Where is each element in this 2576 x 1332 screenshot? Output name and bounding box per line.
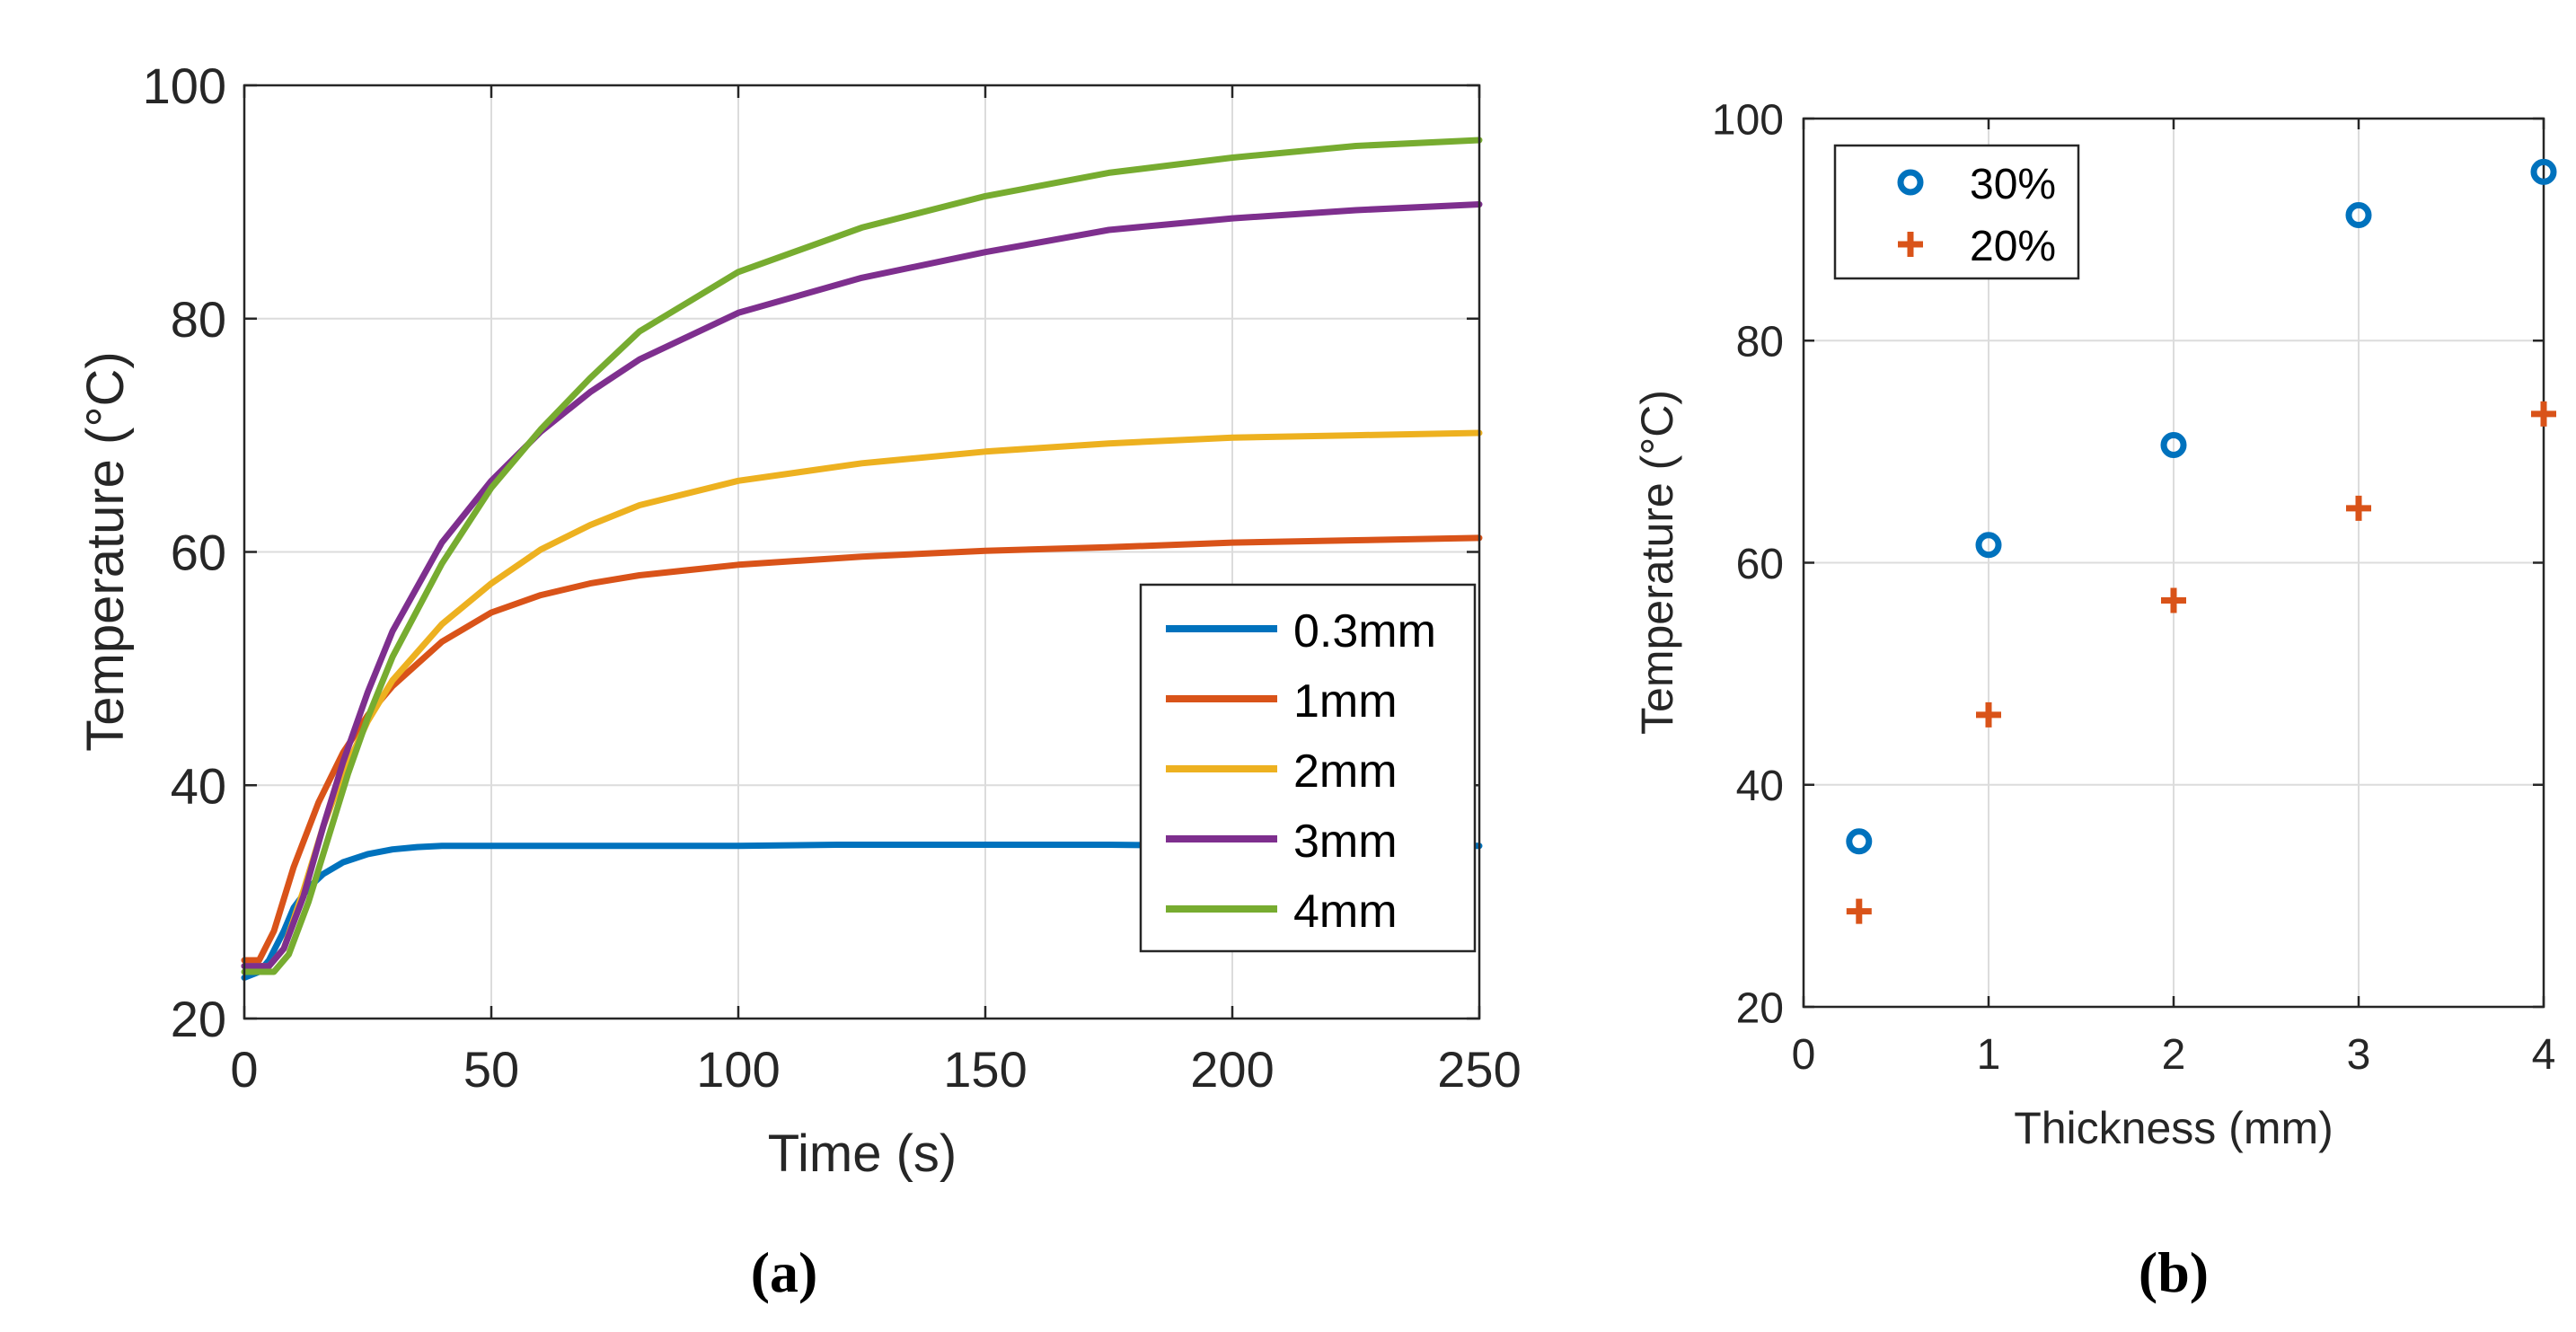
legend-label-4mm: 4mm bbox=[1293, 886, 1398, 938]
panel-b-legend: 30% 20% bbox=[1833, 144, 2080, 280]
x-tick-label: 1 bbox=[1977, 1031, 2001, 1079]
y-tick-label: 100 bbox=[143, 57, 226, 114]
y-tick-label: 20 bbox=[171, 991, 226, 1047]
data-point-circle-30% bbox=[1975, 532, 2002, 559]
series-line-0.3mm bbox=[241, 842, 1483, 981]
y-tick-label: 80 bbox=[171, 291, 226, 348]
x-tick-label: 100 bbox=[696, 1041, 780, 1098]
legend-item-4mm: 4mm bbox=[1166, 886, 1398, 938]
panel-b-tick-marks bbox=[1802, 117, 2545, 1009]
panel-a-time-series-chart: 0 50 100 150 200 250 20 40 60 80 100 Time (s) Tem… bbox=[76, 57, 1522, 1304]
data-point-plus-20% bbox=[1976, 701, 2001, 728]
legend-item-2mm: 2mm bbox=[1166, 745, 1398, 798]
legend-item-3mm: 3mm bbox=[1166, 816, 1398, 868]
panel-a-tick-marks bbox=[243, 84, 1481, 1020]
panel-a-x-axis-label: Time (s) bbox=[768, 1125, 957, 1183]
legend-label-30pct: 30% bbox=[1970, 161, 2056, 208]
y-tick-label: 80 bbox=[1736, 319, 1784, 366]
panel-b-y-tick-labels: 20 40 60 80 100 bbox=[1712, 96, 1784, 1032]
data-point-circle-30% bbox=[2530, 158, 2557, 185]
x-tick-label: 4 bbox=[2532, 1031, 2556, 1079]
legend-label-0.3mm: 0.3mm bbox=[1293, 605, 1436, 657]
panel-b-caption: (b) bbox=[2139, 1240, 2209, 1304]
y-tick-label: 20 bbox=[1736, 984, 1784, 1032]
legend-marker-circle-30pct bbox=[1897, 169, 1924, 196]
data-point-plus-20% bbox=[2531, 401, 2556, 427]
panel-a-caption: (a) bbox=[751, 1240, 818, 1304]
x-tick-label: 0 bbox=[230, 1041, 258, 1098]
data-point-circle-30% bbox=[2345, 202, 2372, 229]
legend-label-1mm: 1mm bbox=[1293, 675, 1398, 728]
panel-b-legend-box bbox=[1833, 144, 2080, 280]
legend-marker-plus-20pct bbox=[1898, 232, 1923, 257]
y-tick-label: 40 bbox=[1736, 763, 1784, 810]
x-tick-label: 150 bbox=[943, 1041, 1027, 1098]
data-point-plus-20% bbox=[1846, 898, 1872, 924]
data-point-plus-20% bbox=[2346, 495, 2371, 521]
x-tick-label: 50 bbox=[463, 1041, 519, 1098]
panel-b-x-tick-labels: 0 1 2 3 4 bbox=[1792, 1031, 2556, 1079]
series-line-4mm bbox=[241, 137, 1483, 975]
x-tick-label: 3 bbox=[2347, 1031, 2371, 1079]
panel-a-x-tick-labels: 0 50 100 150 200 250 bbox=[230, 1041, 1521, 1098]
panel-b-scatter-chart: 0 1 2 3 4 20 40 60 80 100 Thickness (mm) Tempera… bbox=[1632, 96, 2557, 1304]
panel-b-x-axis-label: Thickness (mm) bbox=[2014, 1103, 2333, 1153]
y-tick-label: 60 bbox=[1736, 541, 1784, 588]
panel-b-data-points bbox=[1846, 158, 2557, 924]
legend-item-20pct: 20% bbox=[1898, 223, 2056, 270]
data-point-circle-30% bbox=[2160, 431, 2187, 458]
panel-b-y-axis-label: Temperature (°C) bbox=[1632, 390, 1682, 735]
legend-label-20pct: 20% bbox=[1970, 223, 2056, 270]
data-point-plus-20% bbox=[2161, 587, 2186, 613]
panel-a-legend: 0.3mm 1mm 2mm 3mm 4mm bbox=[1139, 583, 1477, 953]
legend-item-1mm: 1mm bbox=[1166, 675, 1398, 728]
y-tick-label: 40 bbox=[171, 757, 226, 814]
legend-label-3mm: 3mm bbox=[1293, 816, 1398, 868]
panel-a-series-lines bbox=[241, 137, 1483, 981]
data-point-circle-30% bbox=[1846, 828, 1873, 855]
x-tick-label: 0 bbox=[1792, 1031, 1816, 1079]
y-tick-label: 60 bbox=[171, 525, 226, 581]
panel-a-y-tick-labels: 20 40 60 80 100 bbox=[143, 57, 226, 1047]
x-tick-label: 2 bbox=[2162, 1031, 2186, 1079]
legend-label-2mm: 2mm bbox=[1293, 745, 1398, 798]
x-tick-label: 250 bbox=[1437, 1041, 1521, 1098]
panel-a-y-axis-label: Temperature (°C) bbox=[76, 351, 135, 751]
legend-item-30pct: 30% bbox=[1897, 161, 2056, 208]
series-line-1mm bbox=[241, 534, 1483, 964]
y-tick-label: 100 bbox=[1712, 96, 1784, 144]
legend-item-0.3mm: 0.3mm bbox=[1166, 605, 1436, 657]
x-tick-label: 200 bbox=[1190, 1041, 1274, 1098]
